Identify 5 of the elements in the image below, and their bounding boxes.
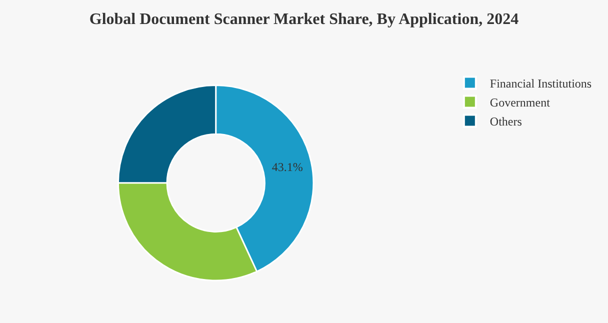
legend-label: Government: [490, 95, 551, 110]
chart-title: Global Document Scanner Market Share, By Application, 2024: [89, 11, 519, 28]
legend-label: Others: [490, 114, 522, 128]
data-label: 43.1%: [272, 160, 303, 174]
legend-label: Financial Institutions: [490, 76, 592, 90]
